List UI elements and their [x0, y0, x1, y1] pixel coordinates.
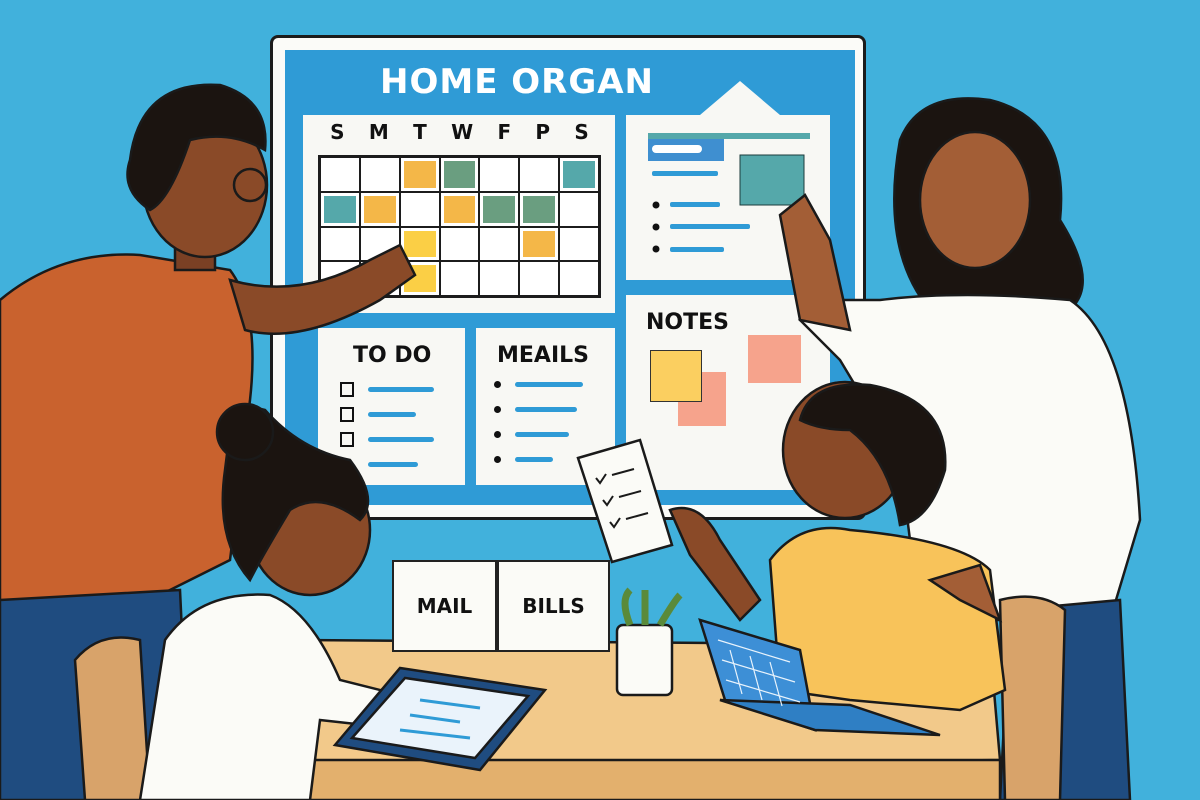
calendar-cell[interactable]	[479, 157, 520, 192]
calendar-day-label: F	[497, 120, 512, 144]
calendar-cell[interactable]	[399, 157, 440, 192]
board-title: HOME ORGAN	[380, 62, 655, 102]
meals-title: MEAILS	[497, 343, 589, 368]
boy-shirt	[768, 526, 1007, 712]
calendar-cell[interactable]	[399, 226, 440, 262]
bills-bin-label: BILLS	[522, 594, 585, 618]
calendar-cell[interactable]	[359, 157, 400, 192]
calendar-sticky-note	[443, 195, 476, 223]
calendar-cell[interactable]	[559, 191, 599, 227]
teal-note	[739, 154, 805, 206]
calendar-day-label: M	[368, 120, 389, 144]
man-hair	[126, 83, 267, 212]
tablet-lines	[399, 698, 481, 740]
calendar-day-label: T	[413, 120, 427, 144]
woman-head	[918, 130, 1032, 270]
calendar-cell[interactable]	[439, 261, 480, 296]
calendar-sticky-note	[443, 161, 476, 188]
calendar-cell[interactable]	[320, 191, 360, 227]
sticky-note	[748, 335, 801, 383]
calendar-cell[interactable]	[519, 157, 560, 192]
calendar-sticky-note	[523, 195, 556, 223]
checkbox-icon	[340, 432, 354, 447]
sticky-note	[650, 350, 702, 402]
calendar-cell[interactable]	[479, 226, 520, 262]
calendar-cell[interactable]	[439, 157, 480, 192]
bills-bin: BILLS	[497, 560, 610, 652]
checkbox-icon	[340, 382, 354, 397]
calendar-cell[interactable]	[519, 226, 560, 262]
calendar-cell[interactable]	[519, 191, 560, 227]
notes-title: NOTES	[646, 310, 729, 335]
calendar-day-label: W	[451, 120, 474, 144]
calendar-sticky-note	[403, 230, 436, 258]
calendar-day-label: S	[574, 120, 589, 144]
man-arm	[228, 243, 417, 335]
meals-list	[494, 372, 583, 472]
house-panel	[626, 81, 830, 280]
calendar-cell[interactable]	[320, 226, 360, 262]
calendar-cell[interactable]	[559, 226, 599, 262]
plant-pot	[615, 623, 674, 697]
calendar-cell[interactable]	[399, 191, 440, 227]
woman-shirt	[798, 293, 1142, 622]
calendar-cell[interactable]	[320, 157, 360, 192]
calendar-sticky-note	[483, 195, 516, 223]
plant	[621, 587, 683, 627]
girl-hair-bun	[215, 402, 275, 462]
calendar-cell[interactable]	[479, 191, 520, 227]
checklist-paper	[576, 438, 674, 564]
calendar-cell[interactable]	[359, 191, 400, 227]
mail-bin-label: MAIL	[416, 594, 473, 618]
calendar-day-label: S	[330, 120, 345, 144]
woman-hand	[927, 563, 1003, 623]
calendar-sticky-note	[563, 161, 595, 188]
calendar-sticky-note	[403, 161, 436, 188]
todo-title: TO DO	[353, 343, 432, 368]
chair	[998, 595, 1067, 800]
laptop-calendar-grid	[717, 639, 801, 707]
calendar-cell[interactable]	[559, 261, 599, 296]
mail-bin: MAIL	[392, 560, 497, 652]
chair	[73, 636, 152, 800]
calendar-cell[interactable]	[439, 226, 480, 262]
calendar-cell[interactable]	[559, 157, 599, 192]
todo-list	[340, 377, 434, 477]
panel-header-bar	[648, 133, 810, 139]
calendar-cell[interactable]	[519, 261, 560, 296]
boy-hair	[798, 383, 947, 527]
calendar-day-label: P	[535, 120, 551, 144]
boy-arm	[668, 506, 762, 622]
calendar-cell[interactable]	[439, 191, 480, 227]
checkbox-icon	[340, 407, 354, 422]
calendar-cell[interactable]	[479, 261, 520, 296]
laptop-base	[719, 698, 941, 737]
glasses-icon	[232, 167, 268, 203]
man-shirt	[0, 253, 254, 622]
calendar-sticky-note	[324, 195, 356, 223]
woman-arm	[778, 193, 852, 332]
calendar-sticky-note	[363, 195, 396, 223]
calendar-sticky-note	[523, 230, 556, 258]
